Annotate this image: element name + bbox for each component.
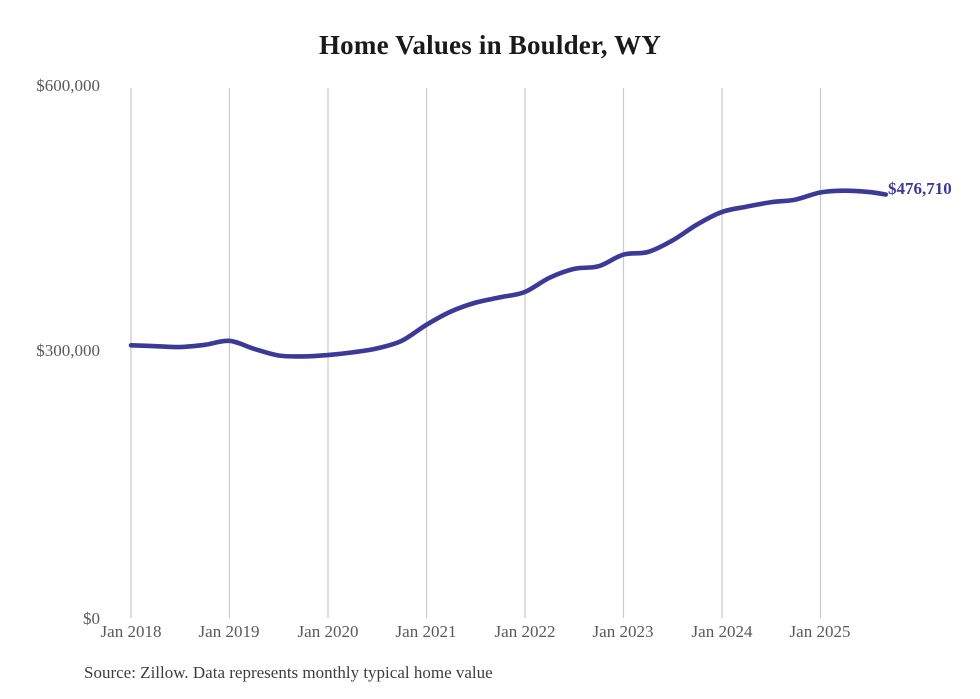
x-tick-label-jan-2018: Jan 2018 bbox=[100, 622, 162, 641]
x-tick-label-jan-2023: Jan 2023 bbox=[592, 622, 654, 641]
y-tick-label-300000: $300,000 bbox=[36, 341, 100, 360]
x-tick-label-jan-2020: Jan 2020 bbox=[297, 622, 359, 641]
chart-title: Home Values in Boulder, WY bbox=[318, 30, 662, 60]
x-tick-label-jan-2024: Jan 2024 bbox=[691, 622, 753, 641]
end-value-label: $476,710 bbox=[888, 179, 952, 198]
y-tick-label-0: $0 bbox=[83, 609, 100, 628]
x-tick-label-jan-2022: Jan 2022 bbox=[494, 622, 556, 641]
x-tick-label-jan-2025: Jan 2025 bbox=[789, 622, 851, 641]
x-gridlines bbox=[130, 88, 822, 618]
x-tick-label-jan-2019: Jan 2019 bbox=[198, 622, 260, 641]
series-line-home-values bbox=[128, 188, 889, 359]
y-tick-label-600000: $600,000 bbox=[36, 76, 100, 95]
x-tick-label-jan-2021: Jan 2021 bbox=[395, 622, 457, 641]
source-note: Source: Zillow. Data represents monthly … bbox=[84, 663, 493, 682]
